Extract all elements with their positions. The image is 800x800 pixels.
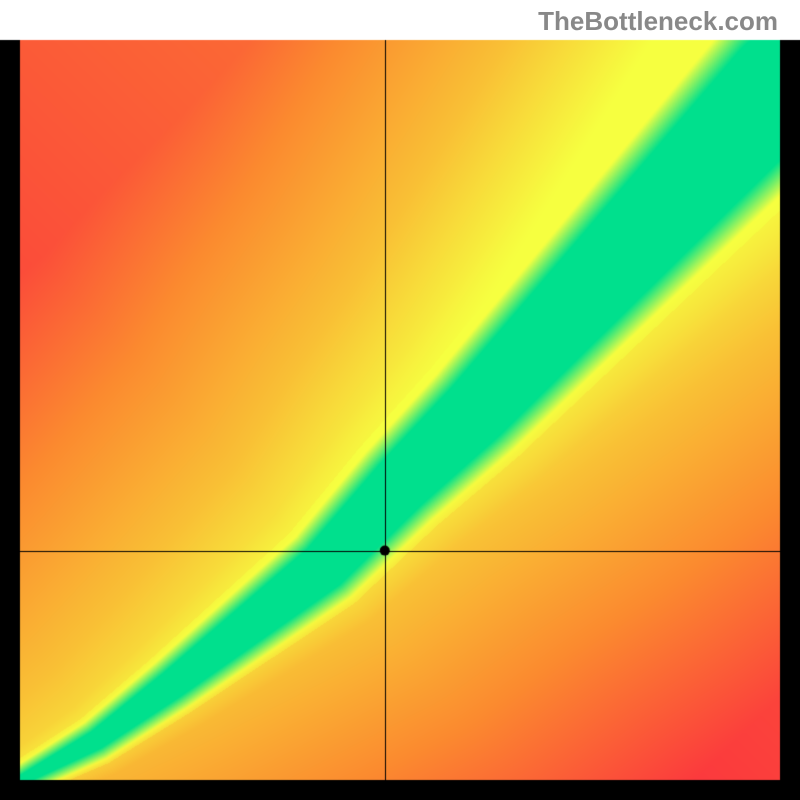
heatmap-plot bbox=[0, 0, 800, 800]
chart-container: { "watermark_text": "TheBottleneck.com",… bbox=[0, 0, 800, 800]
heatmap-canvas bbox=[0, 0, 800, 800]
watermark-text: TheBottleneck.com bbox=[538, 6, 778, 37]
